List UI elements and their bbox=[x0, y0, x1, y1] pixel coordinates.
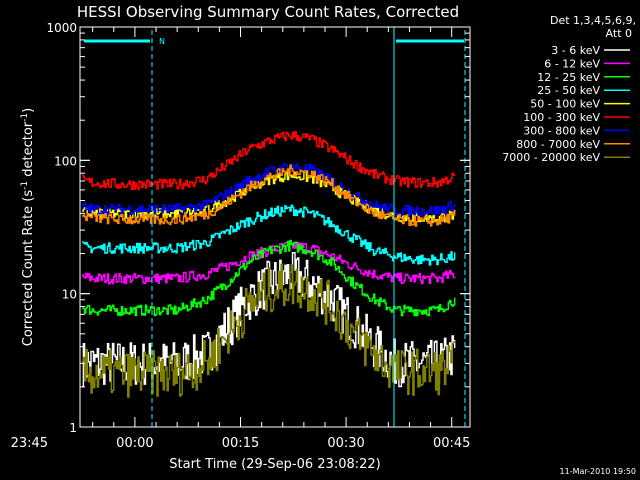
series-line-7 bbox=[82, 164, 456, 227]
series-line-2 bbox=[82, 239, 456, 317]
x-tick-label-4: 00:15 bbox=[222, 436, 259, 451]
legend-label-7: 800 - 7000 keV bbox=[516, 138, 600, 151]
x-tick-label-5: 00:30 bbox=[327, 436, 364, 451]
legend-label-5: 100 - 300 keV bbox=[523, 111, 600, 124]
y-tick-label-2: 100 bbox=[54, 154, 77, 168]
y-tick-label-1: 10 bbox=[62, 288, 77, 302]
series-line-5 bbox=[82, 131, 456, 191]
night-marker-label: N bbox=[159, 37, 165, 46]
legend-label-0: 3 - 6 keV bbox=[551, 44, 600, 57]
series-line-3 bbox=[82, 204, 456, 266]
y-axis-title-sup2: -1 bbox=[20, 113, 30, 122]
legend-label-2: 12 - 25 keV bbox=[537, 71, 600, 84]
y-axis: 1 10 100 1000 bbox=[46, 21, 470, 435]
x-tick-label-2: 23:45 bbox=[11, 436, 48, 451]
legend-label-3: 25 - 50 keV bbox=[537, 84, 600, 97]
y-axis-title-sup1: -1 bbox=[20, 181, 30, 190]
series-layer bbox=[82, 131, 456, 398]
legend-header-line1: Det 1,3,4,5,6,9, bbox=[550, 14, 636, 27]
legend-label-4: 50 - 100 keV bbox=[530, 98, 600, 111]
night-marker-layer: N bbox=[84, 27, 466, 427]
y-axis-title-main: Corrected Count Rate (s bbox=[21, 190, 36, 347]
x-tick-label-6: 00:45 bbox=[433, 436, 470, 451]
legend-label-8: 7000 - 20000 keV bbox=[502, 151, 600, 164]
footer-timestamp: 11-Mar-2010 19:50 bbox=[560, 467, 637, 476]
legend-header-line2: Att 0 bbox=[606, 27, 632, 40]
y-axis-title-mid: detector bbox=[21, 121, 36, 181]
series-line-8 bbox=[82, 263, 456, 398]
y-axis-title: Corrected Count Rate (s-1 detector-1) bbox=[20, 108, 36, 346]
legend-label-1: 6 - 12 keV bbox=[544, 57, 600, 70]
y-tick-label-0: 1 bbox=[69, 421, 77, 435]
series-line-6 bbox=[82, 163, 456, 217]
y-axis-title-end: ) bbox=[21, 108, 36, 113]
plot-frame bbox=[79, 26, 471, 428]
x-tick-label-3: 00:00 bbox=[116, 436, 153, 451]
y-tick-label-3: 1000 bbox=[46, 21, 77, 35]
legend-label-6: 300 - 800 keV bbox=[523, 124, 600, 137]
chart-title: HESSI Observing Summary Count Rates, Cor… bbox=[77, 3, 459, 21]
x-axis-title: Start Time (29-Sep-06 23:08:22) bbox=[169, 457, 380, 472]
